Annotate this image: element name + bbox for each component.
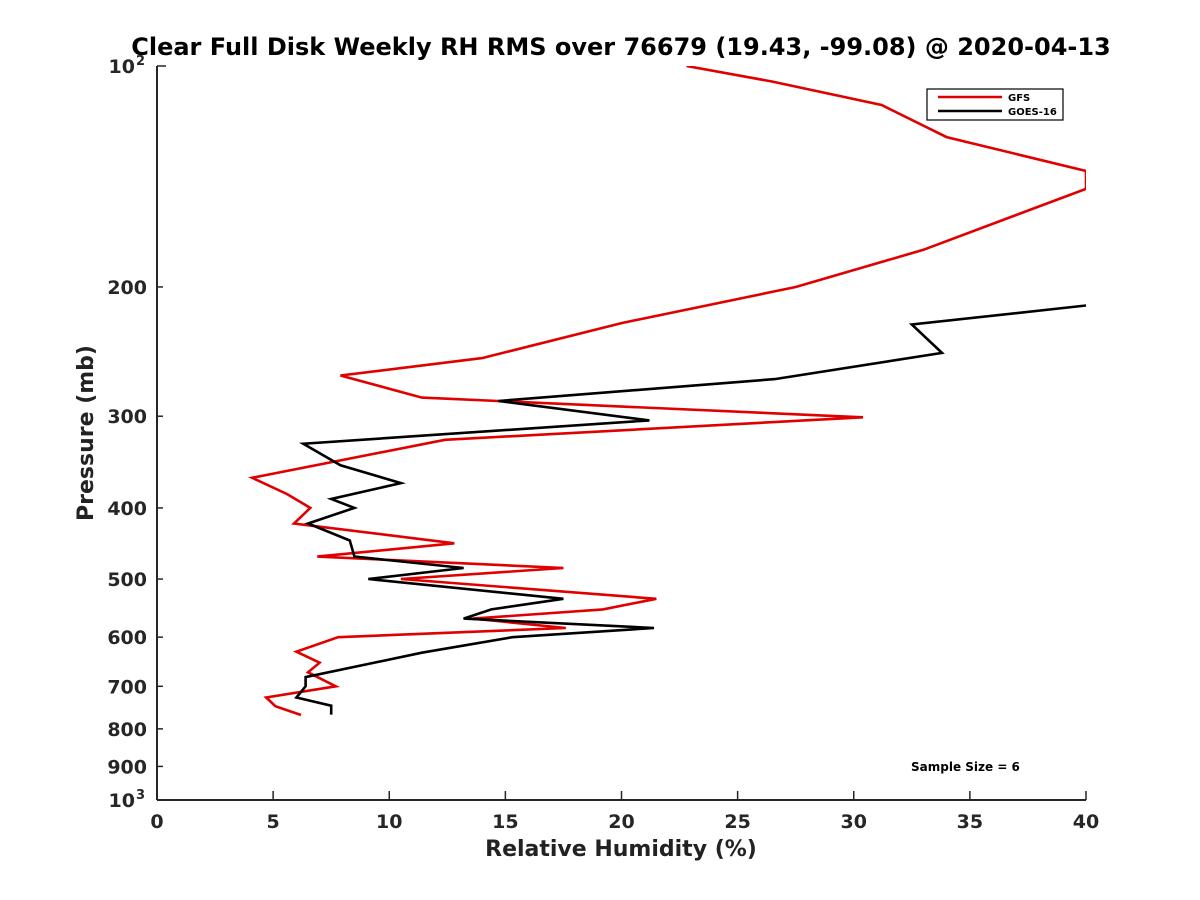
x-tick-label: 40: [1073, 811, 1099, 833]
y-tick-label: 200: [107, 277, 147, 299]
series-line-goes-16: [294, 304, 1086, 715]
y-tick-label: 800: [107, 719, 147, 741]
y-tick-label: 900: [107, 756, 147, 778]
x-tick-label: 30: [841, 811, 867, 833]
y-axis-label: Pressure (mb): [74, 345, 99, 521]
x-tick-label: 25: [724, 811, 750, 833]
y-tick-exponent: 3: [136, 788, 145, 803]
y-tick-label: 10: [109, 56, 135, 78]
x-axis-label: Relative Humidity (%): [485, 837, 757, 862]
legend-label-goes16: GOES-16: [1008, 107, 1057, 118]
x-tick-label: 15: [492, 811, 518, 833]
x-tick-label: 10: [376, 811, 402, 833]
y-tick-label: 500: [107, 569, 147, 591]
legend-label-gfs: GFS: [1008, 93, 1030, 104]
legend-box: [926, 88, 1064, 121]
chart-title: Clear Full Disk Weekly RH RMS over 76679…: [131, 33, 1111, 61]
x-tick-label: 35: [957, 811, 983, 833]
y-tick-label: 600: [107, 627, 147, 649]
x-tick-label: 5: [267, 811, 280, 833]
x-axis: 0 5 10 15 20 25 30 35 40: [150, 791, 1099, 833]
legend: GFS GOES-16: [926, 88, 1064, 121]
y-tick-label: 300: [107, 406, 147, 428]
y-tick-exponent: 2: [136, 54, 145, 69]
y-tick-label: 10: [109, 790, 135, 812]
plot-area: [248, 66, 1086, 717]
series-line-gfs: [248, 66, 1086, 717]
y-tick-label: 400: [107, 498, 147, 520]
sample-size-annotation: Sample Size = 6: [911, 760, 1020, 774]
y-tick-label: 700: [107, 676, 147, 698]
x-tick-label: 0: [150, 811, 163, 833]
x-tick-label: 20: [608, 811, 634, 833]
